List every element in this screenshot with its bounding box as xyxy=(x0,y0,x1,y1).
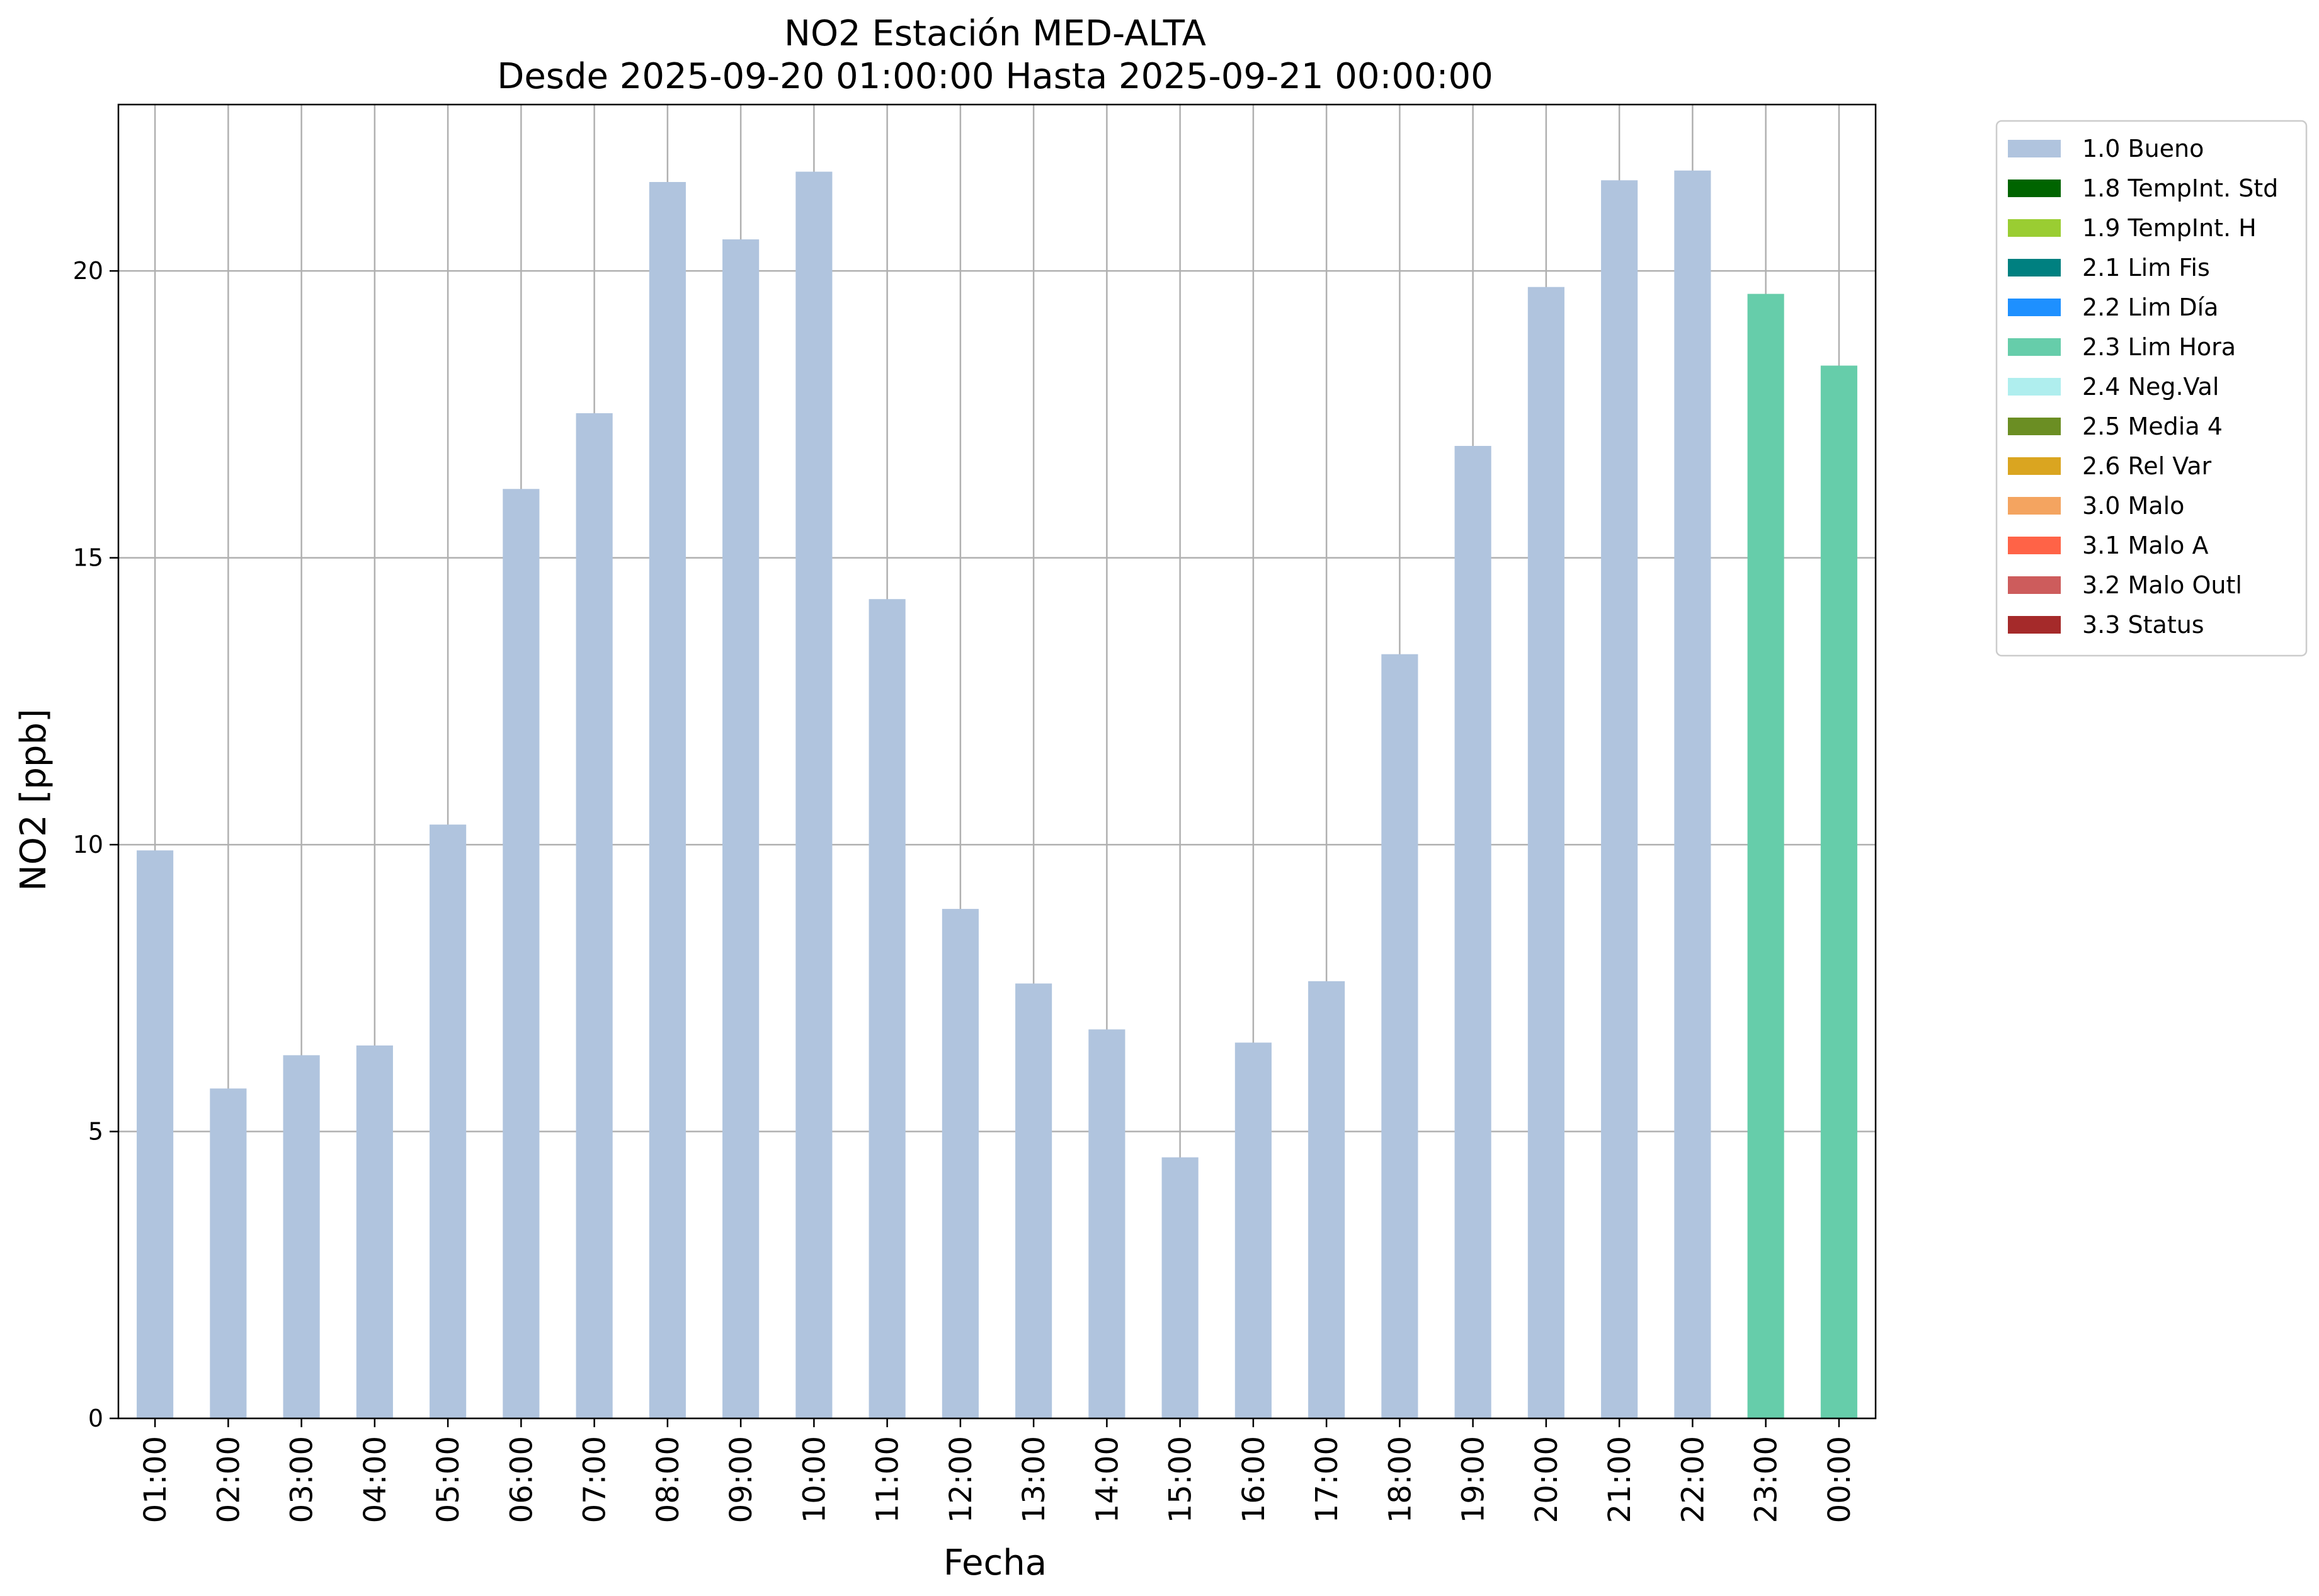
y-tick-label: 15 xyxy=(73,544,103,572)
legend-swatch xyxy=(2008,338,2061,356)
bars xyxy=(137,170,1857,1419)
bar-17-00 xyxy=(1308,981,1345,1418)
legend-label: 2.5 Media 4 xyxy=(2082,413,2223,440)
legend-swatch xyxy=(2008,259,2061,276)
bar-12-00 xyxy=(942,909,979,1418)
y-tick-label: 0 xyxy=(88,1405,103,1432)
x-tick-label: 10:00 xyxy=(797,1436,832,1523)
legend: 1.0 Bueno 1.8 TempInt. Std 1.9 TempInt. H 2… xyxy=(1995,120,2308,657)
x-tick-label: 02:00 xyxy=(211,1436,246,1523)
x-tick-label: 07:00 xyxy=(578,1436,613,1523)
x-tick-label: 06:00 xyxy=(504,1436,539,1523)
x-tick-label: 14:00 xyxy=(1090,1436,1125,1523)
x-tick-label: 12:00 xyxy=(943,1436,979,1523)
y-tick-label: 10 xyxy=(73,831,103,858)
x-tick-label: 00:00 xyxy=(1822,1436,1857,1523)
x-tick-label: 15:00 xyxy=(1163,1436,1199,1523)
bar-16-00 xyxy=(1234,1042,1272,1418)
bar-10-00 xyxy=(795,171,833,1419)
bar-05-00 xyxy=(430,824,467,1418)
bar-14-00 xyxy=(1088,1029,1125,1418)
legend-swatch xyxy=(2008,140,2061,157)
legend-swatch xyxy=(2008,457,2061,475)
x-tick-label: 05:00 xyxy=(431,1436,466,1523)
bar-22-00 xyxy=(1674,170,1711,1418)
x-tick-label: 09:00 xyxy=(724,1436,759,1523)
legend-label: 2.1 Lim Fis xyxy=(2082,254,2210,282)
legend-label: 1.0 Bueno xyxy=(2082,135,2204,162)
bar-02-00 xyxy=(210,1088,247,1418)
legend-box xyxy=(1995,120,2308,657)
bar-23-00 xyxy=(1747,294,1784,1418)
chart-title: NO2 Estación MED-ALTA xyxy=(784,13,1206,54)
legend-swatch xyxy=(2008,299,2061,316)
legend-label: 3.3 Status xyxy=(2082,611,2204,639)
legend-label: 3.0 Malo xyxy=(2082,492,2184,520)
legend-label: 2.4 Neg.Val xyxy=(2082,373,2219,401)
x-tick-label: 04:00 xyxy=(358,1436,393,1523)
x-tick-label: 08:00 xyxy=(651,1436,686,1523)
x-tick-label: 17:00 xyxy=(1309,1436,1345,1523)
bar-19-00 xyxy=(1454,445,1491,1418)
bar-06-00 xyxy=(503,489,540,1418)
bar-20-00 xyxy=(1527,287,1564,1418)
x-tick-label: 23:00 xyxy=(1749,1436,1784,1523)
legend-swatch xyxy=(2008,180,2061,197)
bar-03-00 xyxy=(283,1055,320,1418)
legend-swatch xyxy=(2008,576,2061,594)
x-axis-ticks: 01:00 02:00 03:00 04:00 05:00 06:00 07:00 08:00… xyxy=(138,1418,1857,1523)
x-tick-label: 01:00 xyxy=(138,1436,173,1523)
legend-swatch xyxy=(2008,537,2061,554)
bar-09-00 xyxy=(722,239,760,1419)
bar-04-00 xyxy=(356,1045,393,1418)
bar-11-00 xyxy=(869,599,906,1419)
x-tick-label: 20:00 xyxy=(1529,1436,1564,1523)
y-tick-label: 20 xyxy=(73,257,103,285)
legend-label: 1.9 TempInt. H xyxy=(2082,214,2257,242)
bar-07-00 xyxy=(576,413,613,1418)
legend-label: 2.6 Rel Var xyxy=(2082,452,2212,480)
legend-label: 2.3 Lim Hora xyxy=(2082,333,2236,361)
x-tick-label: 21:00 xyxy=(1602,1436,1638,1523)
x-tick-label: 16:00 xyxy=(1236,1436,1272,1523)
y-axis-label: NO2 [ppb] xyxy=(13,709,54,891)
bar-08-00 xyxy=(649,181,686,1419)
legend-swatch xyxy=(2008,497,2061,515)
legend-label: 1.8 TempInt. Std xyxy=(2082,174,2278,202)
y-tick-label: 5 xyxy=(88,1118,103,1146)
chart-subtitle: Desde 2025-09-20 01:00:00 Hasta 2025-09-… xyxy=(497,56,1493,97)
x-tick-label: 03:00 xyxy=(285,1436,320,1523)
legend-label: 2.2 Lim Día xyxy=(2082,294,2218,321)
x-tick-label: 22:00 xyxy=(1675,1436,1711,1523)
legend-swatch xyxy=(2008,616,2061,634)
bar-00-00 xyxy=(1820,365,1857,1418)
legend-label: 3.1 Malo A xyxy=(2082,532,2208,559)
bar-18-00 xyxy=(1381,654,1418,1418)
legend-swatch xyxy=(2008,378,2061,396)
legend-label: 3.2 Malo Outl xyxy=(2082,571,2242,599)
bar-01-00 xyxy=(137,850,174,1418)
bar-13-00 xyxy=(1015,983,1052,1418)
x-tick-label: 11:00 xyxy=(870,1436,906,1523)
bar-15-00 xyxy=(1161,1157,1199,1418)
x-tick-label: 19:00 xyxy=(1456,1436,1491,1523)
plot-area-frame xyxy=(117,103,1877,1420)
legend-swatch xyxy=(2008,219,2061,237)
legend-swatch xyxy=(2008,418,2061,435)
x-axis-label: Fecha xyxy=(943,1542,1047,1583)
x-tick-label: 13:00 xyxy=(1017,1436,1052,1523)
bar-21-00 xyxy=(1601,180,1638,1418)
x-tick-label: 18:00 xyxy=(1382,1436,1418,1523)
y-axis-ticks: 0 5 10 15 20 xyxy=(73,257,118,1432)
